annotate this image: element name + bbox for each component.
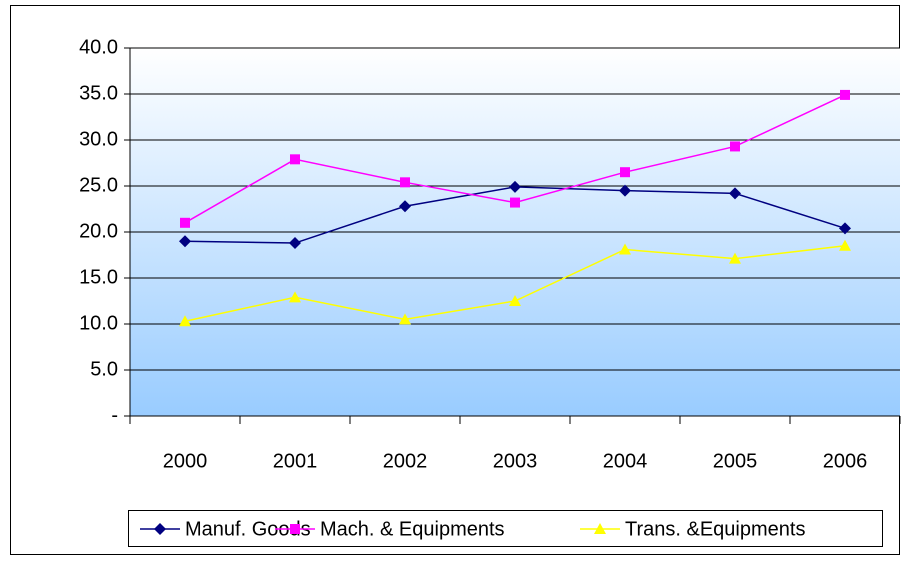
point	[509, 180, 521, 193]
point	[179, 315, 191, 327]
legend-marker	[290, 524, 300, 534]
point	[729, 252, 741, 264]
x-tick-label: 2003	[493, 450, 538, 472]
point	[620, 167, 630, 178]
x-tick-label: 2005	[713, 450, 758, 472]
x-tick-label: 2001	[273, 450, 318, 472]
x-tick-label: 2006	[823, 450, 868, 472]
point	[289, 237, 301, 250]
point	[180, 217, 190, 228]
y-tick-label: -	[111, 404, 118, 426]
legend-marker	[594, 523, 606, 534]
x-tick-label: 2004	[603, 450, 648, 472]
y-tick-label: 30.0	[79, 128, 118, 150]
point	[289, 291, 301, 303]
y-tick-label: 20.0	[79, 220, 118, 242]
point	[730, 141, 740, 152]
y-tick-label: 25.0	[79, 174, 118, 196]
point	[179, 235, 191, 248]
point	[290, 154, 300, 165]
point	[509, 295, 521, 306]
y-tick-label: 40.0	[79, 36, 118, 58]
x-tick-label: 2002	[383, 450, 428, 472]
x-tick-label: 2000	[163, 450, 208, 472]
legend-box	[128, 510, 883, 547]
point	[619, 243, 631, 255]
point	[619, 184, 631, 197]
legend-label: Manuf. Goods	[185, 518, 311, 540]
point	[400, 177, 410, 188]
point	[399, 200, 411, 213]
legend-marker	[154, 523, 166, 535]
y-tick-label: 15.0	[79, 266, 118, 288]
legend-label: Trans. &Equipments	[625, 518, 805, 540]
point	[840, 89, 850, 100]
point	[510, 197, 520, 208]
point	[399, 313, 411, 325]
y-tick-label: 10.0	[79, 312, 118, 334]
point	[839, 239, 851, 251]
y-tick-label: 35.0	[79, 82, 118, 104]
point	[729, 187, 741, 200]
y-tick-label: 5.0	[90, 358, 118, 380]
point	[839, 222, 851, 235]
legend-label: Mach. & Equipments	[320, 518, 505, 540]
